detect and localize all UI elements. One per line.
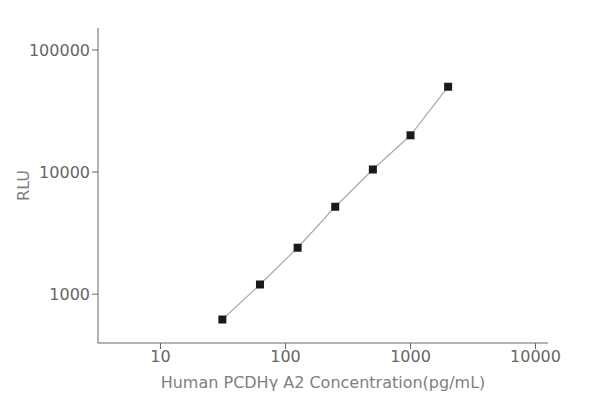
svg-text:100000: 100000 bbox=[29, 41, 90, 60]
svg-text:100: 100 bbox=[270, 347, 301, 366]
svg-text:10000: 10000 bbox=[39, 163, 90, 182]
svg-text:10: 10 bbox=[150, 347, 170, 366]
svg-text:1000: 1000 bbox=[49, 285, 90, 304]
svg-text:RLU: RLU bbox=[14, 170, 33, 201]
svg-text:10000: 10000 bbox=[510, 347, 561, 366]
svg-text:1000: 1000 bbox=[390, 347, 431, 366]
svg-text:Human PCDHγ A2 Concentration(p: Human PCDHγ A2 Concentration(pg/mL) bbox=[161, 373, 486, 392]
